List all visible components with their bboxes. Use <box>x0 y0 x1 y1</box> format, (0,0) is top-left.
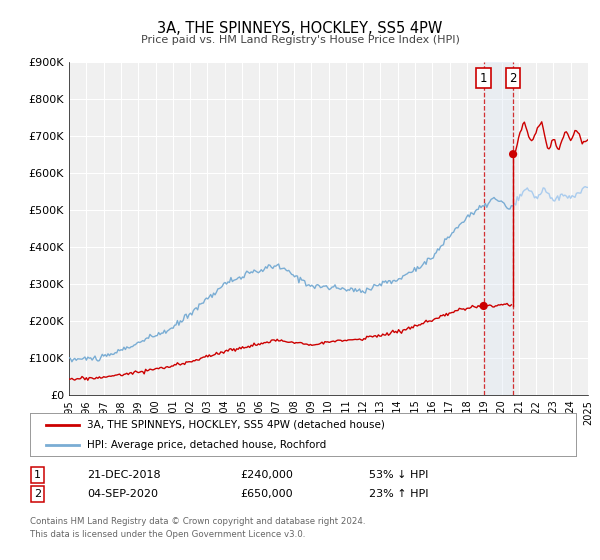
Text: This data is licensed under the Open Government Licence v3.0.: This data is licensed under the Open Gov… <box>30 530 305 539</box>
Text: Price paid vs. HM Land Registry's House Price Index (HPI): Price paid vs. HM Land Registry's House … <box>140 35 460 45</box>
Point <box>479 301 488 310</box>
Text: 1: 1 <box>480 72 487 85</box>
Text: HPI: Average price, detached house, Rochford: HPI: Average price, detached house, Roch… <box>88 440 326 450</box>
Text: 53% ↓ HPI: 53% ↓ HPI <box>369 470 428 480</box>
Text: 23% ↑ HPI: 23% ↑ HPI <box>369 489 428 499</box>
Text: 3A, THE SPINNEYS, HOCKLEY, SS5 4PW: 3A, THE SPINNEYS, HOCKLEY, SS5 4PW <box>157 21 443 36</box>
Text: 04-SEP-2020: 04-SEP-2020 <box>87 489 158 499</box>
Text: £240,000: £240,000 <box>240 470 293 480</box>
Text: 3A, THE SPINNEYS, HOCKLEY, SS5 4PW (detached house): 3A, THE SPINNEYS, HOCKLEY, SS5 4PW (deta… <box>88 419 385 430</box>
Text: 2: 2 <box>509 72 517 85</box>
Text: 1: 1 <box>34 470 41 480</box>
Text: 21-DEC-2018: 21-DEC-2018 <box>87 470 161 480</box>
Point <box>508 150 518 158</box>
Text: 2: 2 <box>34 489 41 499</box>
Text: £650,000: £650,000 <box>240 489 293 499</box>
Bar <box>484 62 513 395</box>
Text: Contains HM Land Registry data © Crown copyright and database right 2024.: Contains HM Land Registry data © Crown c… <box>30 517 365 526</box>
